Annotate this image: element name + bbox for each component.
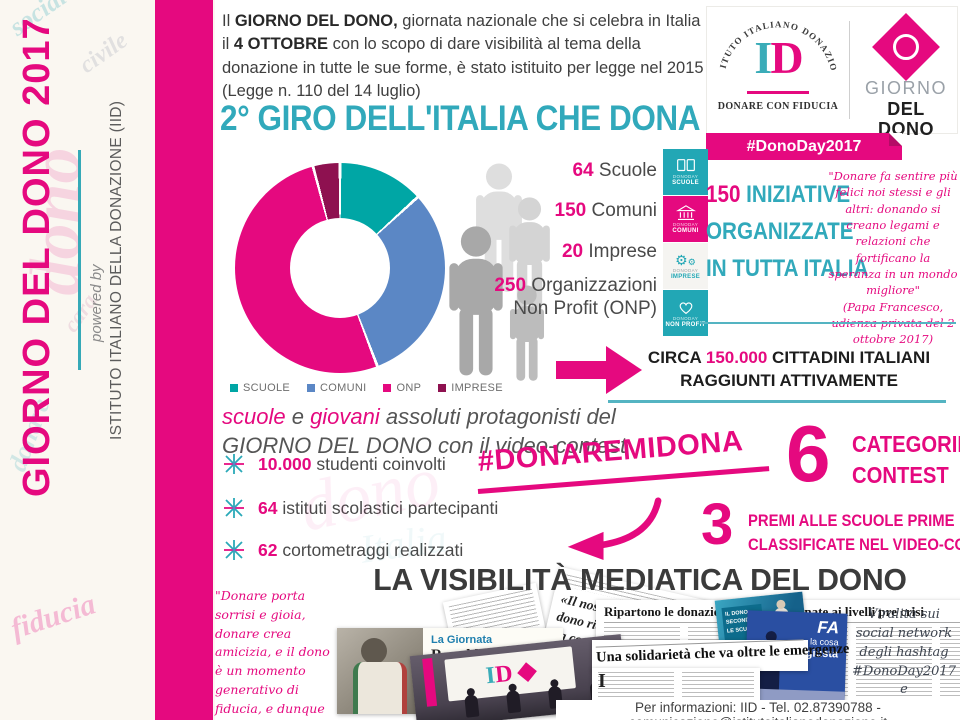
mattarella-quote: "Donare porta sorrisi e gioia, donare cr… bbox=[215, 588, 330, 720]
curved-arrow-icon bbox=[567, 497, 662, 561]
category-tiles: DONODAY SCUOLE DONODAY COMUNI ⚙⚙ DONODAY… bbox=[663, 149, 708, 337]
donoday-banner: #DonoDay2017 bbox=[706, 133, 902, 160]
categories-number: 6 bbox=[786, 409, 831, 498]
stat-onp: 250 Organizzazioni Non Profit (ONP) bbox=[494, 275, 657, 319]
giorno-del-dono-logo: GIORNO DEL DONO bbox=[857, 13, 955, 140]
legend-item: IMPRESE bbox=[438, 382, 503, 394]
footer-contact: Per informazioni: IID - Tel. 02.87390788… bbox=[556, 700, 960, 720]
prizes-number: 3 bbox=[701, 492, 734, 557]
logo-divider bbox=[849, 21, 850, 119]
stat-comuni: 150 Comuni bbox=[554, 200, 657, 221]
vertical-divider bbox=[78, 150, 81, 370]
star-bullet-icon bbox=[224, 498, 244, 518]
prizes-label: PREMI ALLE SCUOLE PRIME CLASSIFICATE NEL… bbox=[748, 512, 960, 554]
organization-name-vertical: ISTITUTO ITALIANO DELLA DONAZIONE (IID) bbox=[108, 100, 125, 440]
banner-fold bbox=[889, 133, 902, 146]
intro-paragraph: Il GIORNO DEL DONO, giornata nazionale c… bbox=[222, 12, 704, 101]
tile-comuni: DONODAY COMUNI bbox=[663, 196, 708, 242]
teal-rule bbox=[700, 322, 956, 324]
stat-scuole: 64 Scuole bbox=[572, 160, 657, 181]
diamond-icon bbox=[872, 13, 940, 81]
donut-hole bbox=[290, 218, 390, 318]
tile-nonprofit: DONODAY NON PROFIT bbox=[663, 290, 708, 336]
diamond-icon bbox=[517, 662, 538, 682]
donoday-hashtag: #DonoDay2017 bbox=[746, 137, 862, 155]
legend-swatch bbox=[438, 384, 447, 392]
gdd-line1: GIORNO bbox=[864, 78, 947, 98]
powered-by-label: powered by bbox=[88, 264, 105, 342]
book-icon bbox=[676, 159, 695, 172]
contest-stat-cortometraggi: 62 cortometraggi realizzati bbox=[222, 538, 463, 562]
contest-stat-studenti: 10.000 studenti coinvolti bbox=[222, 452, 446, 476]
teal-rule bbox=[608, 400, 946, 403]
gears-icon: ⚙⚙ bbox=[675, 251, 696, 268]
iid-tagline: DONARE CON FIDUCIA bbox=[717, 101, 839, 112]
pink-accent-bar bbox=[155, 0, 213, 720]
reach-statement: CIRCA 150.000 CITTADINI ITALIANI RAGGIUN… bbox=[647, 348, 931, 390]
categories-label: CATEGORIE CONTEST bbox=[852, 431, 960, 488]
iid-logo: ISTITUTO ITALIANO DONAZIONE ID DONARE CO… bbox=[711, 9, 845, 129]
legend-item: COMUNI bbox=[307, 382, 366, 394]
stage-person bbox=[505, 690, 522, 714]
heart-icon bbox=[679, 301, 692, 314]
background-word: civile bbox=[74, 27, 133, 79]
stage-banner bbox=[422, 657, 438, 707]
event-title-vertical: GIORNO DEL DONO 2017 bbox=[16, 17, 58, 497]
background-word: fiducia bbox=[6, 587, 100, 646]
iid-underline bbox=[747, 91, 809, 94]
bank-icon bbox=[675, 204, 696, 220]
legend-swatch bbox=[230, 384, 238, 392]
chart-legend: SCUOLE COMUNI ONP IMPRESE bbox=[230, 382, 503, 394]
section-title-giro: 2° GIRO DELL'ITALIA CHE DONA bbox=[220, 99, 700, 138]
right-arrow-icon bbox=[556, 346, 642, 394]
contest-stat-istituti: 64 istituti scolastici partecipanti bbox=[222, 496, 498, 520]
stat-imprese: 20 Imprese bbox=[561, 241, 657, 262]
contest-intro: scuole e giovani assoluti protagonisti d… bbox=[222, 404, 627, 458]
media-heading: LA VISIBILITÀ MEDIATICA DEL DONO bbox=[373, 562, 907, 597]
legend-swatch bbox=[383, 384, 392, 392]
initiatives-block: 150 INIZIATIVE ORGANIZZATE IN TUTTA ITAL… bbox=[706, 181, 869, 282]
star-bullet-icon bbox=[224, 454, 244, 474]
tile-imprese: ⚙⚙ DONODAY IMPRESE bbox=[663, 243, 708, 289]
clipping-solidarieta-headline: Una solidarietà che va oltre le emergenz… bbox=[592, 639, 850, 671]
clipping-photo bbox=[337, 628, 423, 714]
pope-quote: "Donare fa sentire più felici noi stessi… bbox=[828, 169, 958, 347]
legend-item: SCUOLE bbox=[230, 382, 290, 394]
tile-scuole: DONODAY SCUOLE bbox=[663, 149, 708, 195]
iid-arc-text-svg: ISTITUTO ITALIANO DONAZIONE bbox=[711, 9, 838, 73]
logo-box: ISTITUTO ITALIANO DONAZIONE ID DONARE CO… bbox=[706, 6, 958, 139]
stage-person bbox=[464, 694, 480, 718]
star-bullet-icon bbox=[224, 540, 244, 560]
legend-swatch bbox=[307, 384, 316, 392]
iid-monogram: ID bbox=[754, 32, 803, 83]
legend-item: ONP bbox=[383, 382, 421, 394]
